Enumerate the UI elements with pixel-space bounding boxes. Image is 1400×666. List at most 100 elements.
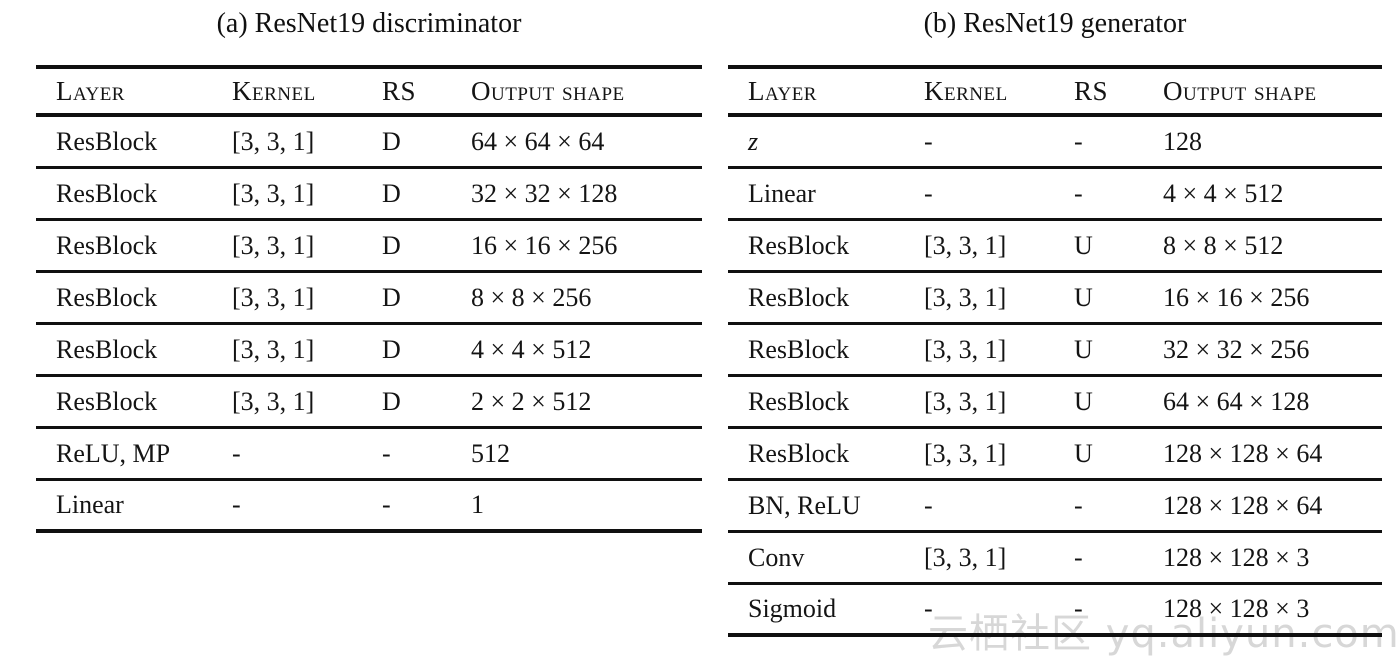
table-cell: -: [1074, 583, 1163, 637]
table-cell: -: [1074, 167, 1163, 221]
table-cell: Linear: [36, 479, 232, 533]
column-header-kernel: Kernel: [232, 67, 382, 117]
table-cell: 8 × 8 × 256: [471, 271, 702, 325]
table-row: ResBlock [3, 3, 1] U 128 × 128 × 64: [728, 427, 1382, 481]
table-row: Linear - -4 × 4 × 512: [728, 167, 1382, 221]
table-cell: ResBlock: [728, 427, 924, 481]
table-a-caption: (a) ResNet19 discriminator: [216, 8, 522, 39]
table-b-body: z - -128 Linear - -4 × 4 × 512 ResBlock [3, 3, …: [728, 115, 1382, 637]
table-cell: [3, 3, 1]: [924, 427, 1074, 481]
table-cell: D: [382, 219, 471, 273]
table-cell: -: [924, 167, 1074, 221]
table-cell: U: [1074, 219, 1163, 273]
table-cell: 512: [471, 427, 702, 481]
table-cell: ResBlock: [36, 219, 232, 273]
table-row: ResBlock [3, 3, 1] D 32 × 32 × 128: [36, 167, 702, 221]
table-cell: ResBlock: [728, 219, 924, 273]
column-header-kernel: Kernel: [924, 67, 1074, 117]
table-b-header-row: Layer Kernel RS Output shape: [728, 67, 1382, 117]
table-row: ResBlock [3, 3, 1] D 2 × 2 × 512: [36, 375, 702, 429]
table-row: ResBlock [3, 3, 1] U 16 × 16 × 256: [728, 271, 1382, 325]
table-row: Linear - -1: [36, 479, 702, 533]
table-cell: 32 × 32 × 256: [1163, 323, 1382, 377]
column-header-output-shape: Output shape: [1163, 67, 1382, 117]
table-row: BN, ReLU - -128 × 128 × 64: [728, 479, 1382, 533]
table-cell: D: [382, 115, 471, 169]
table-a-header-row: Layer Kernel RS Output shape: [36, 67, 702, 117]
table-cell: -: [1074, 115, 1163, 169]
table-cell: 8 × 8 × 512: [1163, 219, 1382, 273]
table-row: ResBlock [3, 3, 1] D 8 × 8 × 256: [36, 271, 702, 325]
table-row: ReLU, MP - -512: [36, 427, 702, 481]
table-cell: 64 × 64 × 128: [1163, 375, 1382, 429]
table-cell: D: [382, 271, 471, 325]
table-cell: ResBlock: [728, 323, 924, 377]
table-cell: U: [1074, 375, 1163, 429]
table-b-generator: Layer Kernel RS Output shape z - -128 Linea…: [728, 65, 1382, 637]
table-cell: ResBlock: [728, 271, 924, 325]
table-row: ResBlock [3, 3, 1] D 64 × 64 × 64: [36, 115, 702, 169]
table-row: Sigmoid - -128 × 128 × 3: [728, 583, 1382, 637]
table-cell: ResBlock: [36, 167, 232, 221]
table-cell: [3, 3, 1]: [232, 115, 382, 169]
table-cell: 128: [1163, 115, 1382, 169]
table-row: ResBlock [3, 3, 1] U 8 × 8 × 512: [728, 219, 1382, 273]
column-header-layer: Layer: [728, 67, 924, 117]
table-cell: D: [382, 323, 471, 377]
table-cell: 16 × 16 × 256: [1163, 271, 1382, 325]
table-cell: 4 × 4 × 512: [1163, 167, 1382, 221]
table-cell: U: [1074, 323, 1163, 377]
table-cell: U: [1074, 271, 1163, 325]
table-cell: ResBlock: [36, 271, 232, 325]
table-cell: 2 × 2 × 512: [471, 375, 702, 429]
table-cell: -: [924, 583, 1074, 637]
table-cell: 1: [471, 479, 702, 533]
table-cell: ResBlock: [728, 375, 924, 429]
table-cell: [3, 3, 1]: [924, 531, 1074, 585]
table-cell: 128 × 128 × 64: [1163, 479, 1382, 533]
table-row: ResBlock [3, 3, 1] D 16 × 16 × 256: [36, 219, 702, 273]
table-cell: D: [382, 167, 471, 221]
table-cell: Conv: [728, 531, 924, 585]
table-cell: [3, 3, 1]: [924, 271, 1074, 325]
table-b-caption: (b) ResNet19 generator: [923, 8, 1187, 39]
table-cell: Sigmoid: [728, 583, 924, 637]
table-cell: [3, 3, 1]: [924, 219, 1074, 273]
table-cell: [3, 3, 1]: [232, 323, 382, 377]
table-cell: 4 × 4 × 512: [471, 323, 702, 377]
table-cell: -: [232, 479, 382, 533]
table-cell: 32 × 32 × 128: [471, 167, 702, 221]
table-cell: Linear: [728, 167, 924, 221]
table-cell: -: [1074, 531, 1163, 585]
table-cell: -: [924, 479, 1074, 533]
column-header-rs: RS: [382, 67, 471, 117]
table-cell: ResBlock: [36, 323, 232, 377]
table-cell: -: [1074, 479, 1163, 533]
table-cell: -: [382, 479, 471, 533]
table-cell: z: [728, 115, 924, 169]
table-cell: [3, 3, 1]: [924, 323, 1074, 377]
table-cell: ReLU, MP: [36, 427, 232, 481]
column-header-output-shape: Output shape: [471, 67, 702, 117]
table-cell: 16 × 16 × 256: [471, 219, 702, 273]
column-header-rs: RS: [1074, 67, 1163, 117]
table-cell: ResBlock: [36, 115, 232, 169]
table-cell: -: [924, 115, 1074, 169]
table-row: z - -128: [728, 115, 1382, 169]
table-cell: BN, ReLU: [728, 479, 924, 533]
table-cell: 64 × 64 × 64: [471, 115, 702, 169]
table-cell: -: [232, 427, 382, 481]
table-cell: [3, 3, 1]: [924, 375, 1074, 429]
table-row: ResBlock [3, 3, 1] U 64 × 64 × 128: [728, 375, 1382, 429]
table-cell: 128 × 128 × 3: [1163, 531, 1382, 585]
table-cell: U: [1074, 427, 1163, 481]
table-row: ResBlock [3, 3, 1] D 4 × 4 × 512: [36, 323, 702, 377]
table-row: Conv [3, 3, 1] -128 × 128 × 3: [728, 531, 1382, 585]
table-cell: 128 × 128 × 3: [1163, 583, 1382, 637]
column-header-layer: Layer: [36, 67, 232, 117]
table-cell: [3, 3, 1]: [232, 219, 382, 273]
table-cell: D: [382, 375, 471, 429]
table-cell: [3, 3, 1]: [232, 271, 382, 325]
table-cell: -: [382, 427, 471, 481]
